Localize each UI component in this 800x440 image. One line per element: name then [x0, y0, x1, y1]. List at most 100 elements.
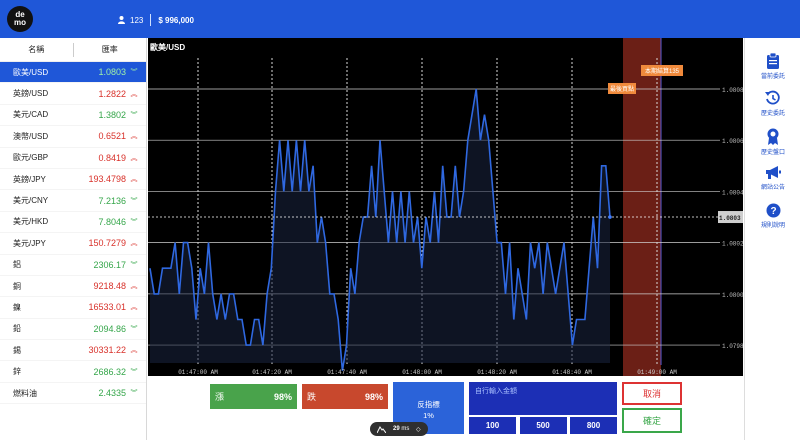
instrument-price: 7.8046: [98, 216, 126, 227]
instrument-price: 1.2822: [98, 88, 126, 99]
last-point-marker: [608, 215, 612, 219]
last-buy-label-bg: [608, 83, 636, 94]
instrument-price: 30331.22: [88, 345, 126, 356]
chart-canvas[interactable]: 1.0808 1.0806 1.0804 1.0802 1.0800 1.0798 1.08…: [148, 38, 743, 376]
price-tick-label: 1.0804: [722, 189, 743, 196]
list-item[interactable]: 鉛 2094.86 ︾: [0, 319, 146, 341]
sidebar-item-current-orders[interactable]: 當前委託: [745, 53, 800, 80]
zoom-control[interactable]: 29 ms ◇: [370, 422, 428, 436]
sidebar-item-rules[interactable]: ? 規則說明: [745, 203, 800, 229]
list-item[interactable]: 英鎊/USD 1.2822 ︽: [0, 83, 146, 105]
list-item[interactable]: 燃料油 2.4335 ︾: [0, 383, 146, 405]
top-bar: de mo 123 $ 996,000: [0, 0, 800, 38]
list-item[interactable]: 錫 30331.22 ︽: [0, 340, 146, 362]
chevron-down-icon: ︾: [130, 111, 138, 119]
time-tick-label: 01:48:20 AM: [477, 369, 517, 376]
time-tick-label: 01:47:40 AM: [327, 369, 367, 376]
list-item[interactable]: 鋁 2306.17 ︾: [0, 255, 146, 276]
list-header: 名稱 匯率: [0, 38, 146, 62]
chevron-down-icon: ︾: [130, 325, 138, 333]
list-item[interactable]: 鋅 2686.32 ︾: [0, 361, 146, 383]
amount-800-button[interactable]: 800: [570, 417, 617, 434]
list-item[interactable]: 歐美/USD 1.0803 ︾: [0, 62, 146, 84]
current-price-label: 1.0803: [719, 215, 741, 222]
price-chart[interactable]: 1.0808 1.0806 1.0804 1.0802 1.0800 1.0798 1.08…: [148, 38, 743, 376]
cancel-button[interactable]: 取消: [622, 382, 682, 405]
sidebar-label: 網站公告: [760, 185, 785, 191]
list-item[interactable]: 鎳 16533.01 ︽: [0, 297, 146, 319]
list-item[interactable]: 銅 9218.48 ︽: [0, 276, 146, 298]
sidebar-label: 規則說明: [760, 223, 785, 229]
list-item[interactable]: 美元/JPY 150.7279 ︽: [0, 233, 146, 255]
chevron-down-icon: ︾: [130, 261, 138, 269]
user-id: 123: [130, 15, 144, 25]
sidebar-item-announcements[interactable]: 網站公告: [745, 165, 800, 191]
last-buy-label: 最後買點: [610, 85, 634, 93]
sidebar-label: 歷史委託: [760, 111, 785, 117]
right-sidebar: 當前委託 歷史委託 歷史盤口 網站公告 ? 規則說明: [744, 38, 800, 440]
time-tick-label: 01:49:00 AM: [637, 369, 677, 376]
sidebar-item-order-history[interactable]: 歷史委託: [745, 90, 800, 117]
diamond-icon: ◇: [416, 426, 421, 433]
instrument-price: 16533.01: [88, 302, 126, 313]
help-icon: ?: [766, 203, 780, 218]
time-tick-label: 01:47:20 AM: [252, 369, 292, 376]
chevron-up-icon: ︽: [130, 240, 138, 248]
column-divider: [72, 42, 74, 57]
instrument-name: 歐元/GBP: [13, 153, 49, 163]
settlement-label-bg: [641, 65, 683, 76]
app-logo[interactable]: de mo: [7, 6, 33, 32]
list-item[interactable]: 美元/HKD 7.8046 ︾: [0, 212, 146, 234]
list-item[interactable]: 歐元/GBP 0.8419 ︽: [0, 148, 146, 169]
price-line: [149, 88, 611, 371]
chevron-up-icon: ︽: [130, 154, 138, 162]
instrument-price: 193.4798: [88, 174, 126, 185]
buy-up-button[interactable]: 漲 98%: [210, 384, 297, 409]
megaphone-icon: [766, 166, 781, 179]
list-item[interactable]: 美元/CNY 7.2136 ︾: [0, 190, 146, 212]
column-name: 名稱: [28, 45, 45, 54]
instrument-price: 2306.17: [93, 259, 126, 270]
list-item[interactable]: 澳幣/USD 0.6521 ︽: [0, 126, 146, 148]
price-tick-label: 1.0806: [722, 138, 743, 145]
user-icon: [118, 16, 125, 24]
chevron-down-icon: ︾: [130, 69, 138, 77]
instrument-name: 澳幣/USD: [13, 131, 49, 141]
zoom-unit: ms: [401, 426, 410, 432]
history-icon: [765, 90, 780, 105]
instrument-price: 1.0803: [98, 67, 126, 78]
instrument-price: 0.8419: [98, 152, 126, 163]
instrument-price: 7.2136: [98, 195, 126, 206]
up-percent: 98%: [273, 391, 292, 402]
amount-100-button[interactable]: 100: [469, 417, 516, 434]
settlement-zone: [623, 38, 661, 376]
confirm-button[interactable]: 確定: [622, 408, 682, 433]
chevron-down-icon: ︾: [130, 197, 138, 205]
amount-500-button[interactable]: 500: [519, 417, 567, 434]
chevron-down-icon: ︾: [130, 368, 138, 376]
separator: [150, 14, 152, 26]
instrument-name: 鎳: [13, 302, 21, 312]
chevron-up-icon: ︽: [130, 283, 138, 291]
buy-down-button[interactable]: 跌 98%: [302, 384, 388, 409]
instrument-list: 名稱 匯率 歐美/USD 1.0803 ︾ 英鎊/USD 1.2822 ︽ 美元/CAD 1.…: [0, 38, 147, 440]
amount-input[interactable]: 自行輸入金額: [469, 382, 617, 415]
chevron-up-icon: ︽: [130, 133, 138, 141]
reverse-indicator-button[interactable]: 反指標 1%: [393, 382, 464, 434]
svg-text:?: ?: [770, 206, 776, 217]
chevron-up-icon: ︽: [130, 176, 138, 184]
instrument-price: 0.6521: [98, 131, 126, 142]
instrument-name: 歐美/USD: [13, 67, 49, 77]
list-item[interactable]: 美元/CAD 1.3802 ︾: [0, 105, 146, 127]
sidebar-item-market-history[interactable]: 歷史盤口: [745, 128, 800, 156]
instrument-name: 美元/HKD: [13, 217, 49, 227]
up-label: 漲: [215, 392, 225, 402]
time-tick-label: 01:47:00 AM: [178, 369, 218, 376]
list-item[interactable]: 英鎊/JPY 193.4798 ︽: [0, 169, 146, 191]
chevron-down-icon: ︾: [130, 218, 138, 226]
chevron-up-icon: ︽: [130, 304, 138, 312]
price-area: [150, 89, 610, 371]
instrument-name: 美元/CAD: [13, 110, 49, 120]
user-info: 123 $ 996,000: [118, 13, 194, 27]
price-tick-label: 1.0800: [722, 292, 743, 299]
